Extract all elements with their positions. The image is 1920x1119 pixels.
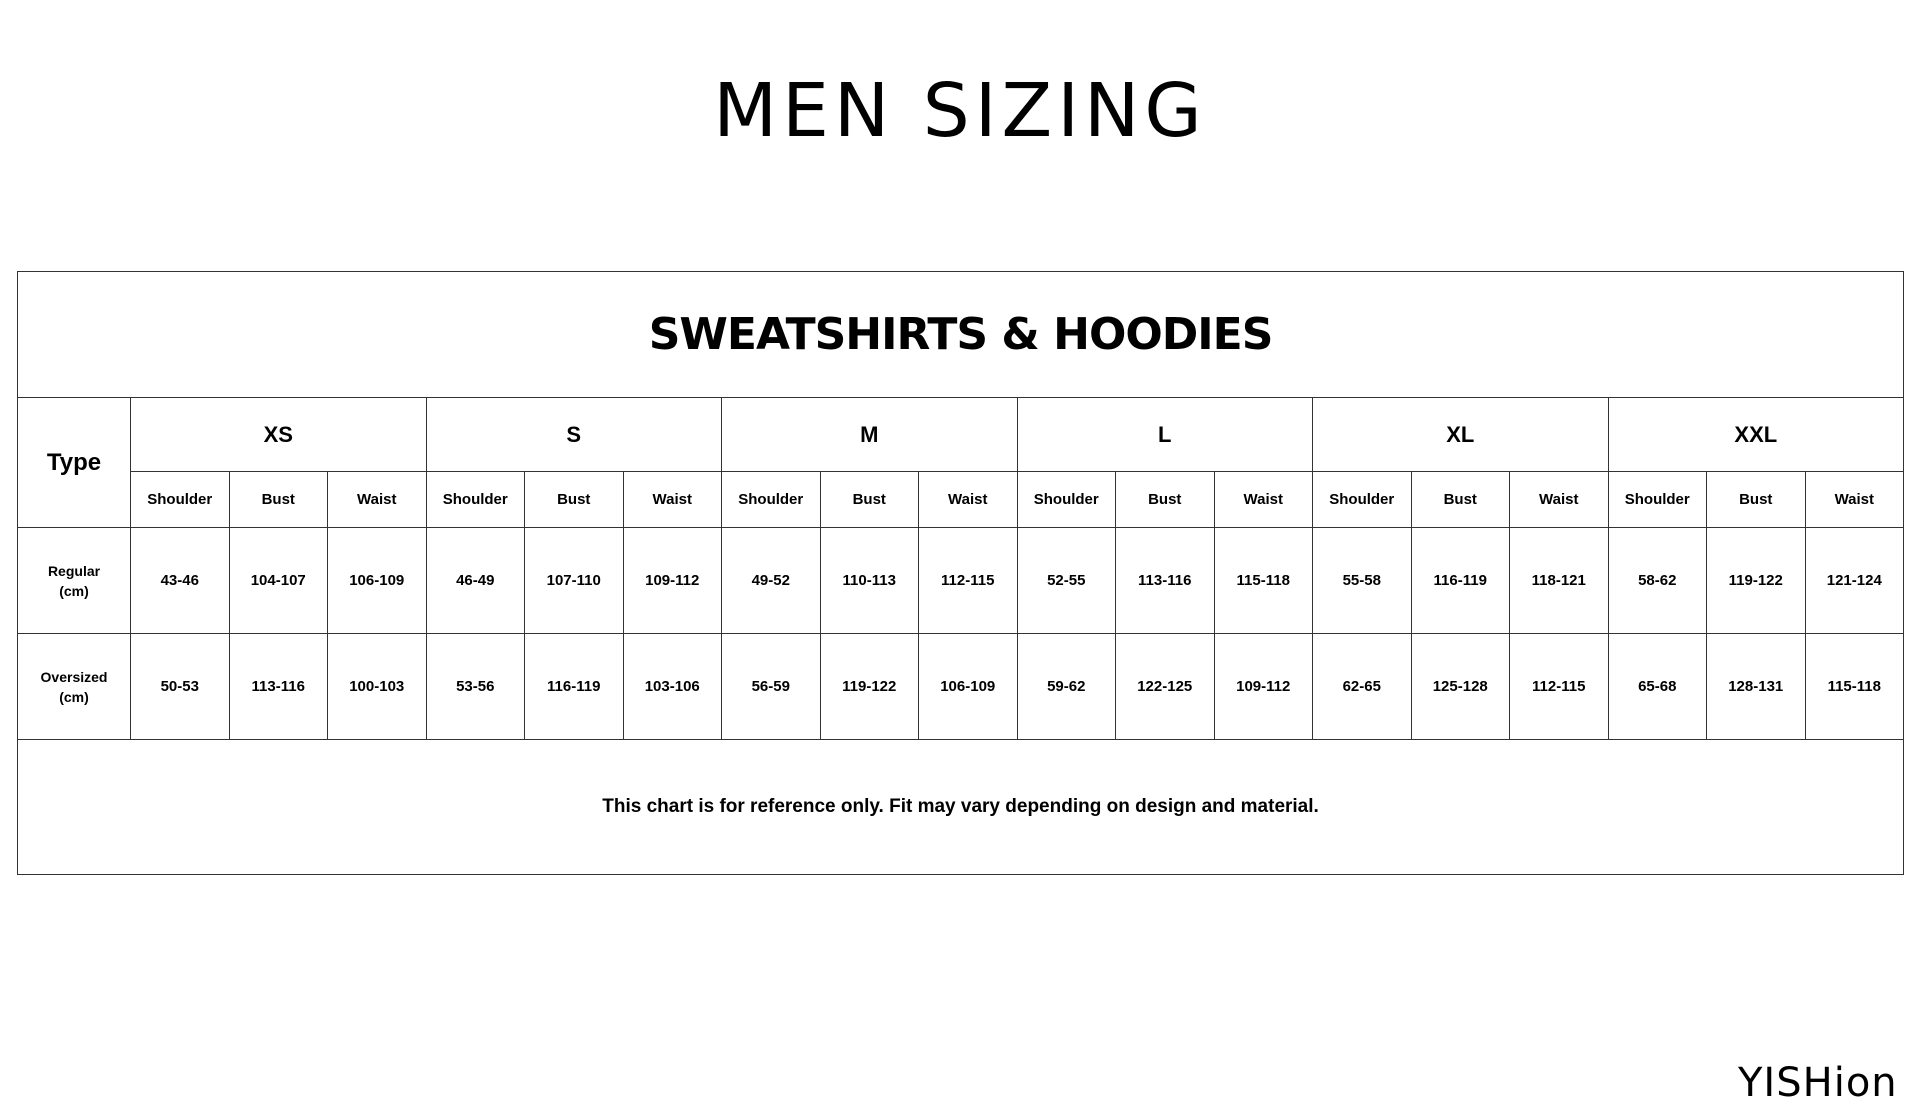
value-cell: 100-103 [327,633,427,740]
value-cell: 106-109 [327,527,427,634]
value-cell: 50-53 [130,633,230,740]
value-cell: 49-52 [721,527,821,634]
value-cell: 106-109 [918,633,1018,740]
value-cell: 121-124 [1804,527,1905,634]
value-cell: 125-128 [1410,633,1510,740]
measure-header-shoulder: Shoulder [1016,471,1116,528]
value-cell: 119-122 [1706,527,1806,634]
measure-header-bust: Bust [1115,471,1215,528]
row-label: Regular (cm) [17,527,131,634]
value-cell: 56-59 [721,633,821,740]
value-cell: 115-118 [1804,633,1905,740]
value-cell: 112-115 [1509,633,1609,740]
value-cell: 113-116 [228,633,328,740]
measure-header-bust: Bust [1410,471,1510,528]
measure-header-bust: Bust [228,471,328,528]
measure-header-shoulder: Shoulder [130,471,230,528]
value-cell: 109-112 [1213,633,1313,740]
measure-header-waist: Waist [327,471,427,528]
footnote-row: This chart is for reference only. Fit ma… [16,739,1905,875]
value-cell: 116-119 [1410,527,1510,634]
value-cell: 110-113 [819,527,919,634]
value-cell: 119-122 [819,633,919,740]
row-label-unit: (cm) [59,582,89,599]
measure-header-shoulder: Shoulder [1312,471,1412,528]
value-cell: 122-125 [1115,633,1215,740]
table-row: Regular (cm) 43-46 104-107 106-109 46-49 107-1… [17,527,1905,634]
value-cell: 128-131 [1706,633,1806,740]
section-title: SWEATSHIRTS & HOODIES [16,271,1905,398]
measure-header-bust: Bust [819,471,919,528]
value-cell: 59-62 [1016,633,1116,740]
size-header-s: S [425,397,722,472]
measure-header-waist: Waist [918,471,1018,528]
measure-header-row: Shoulder Bust Waist Shoulder Bust Waist Should… [18,471,1905,528]
measure-header-shoulder: Shoulder [721,471,821,528]
value-cell: 43-46 [130,527,230,634]
value-cell: 62-65 [1312,633,1412,740]
size-header-l: L [1016,397,1313,472]
type-header: Type [17,397,131,528]
value-cell: 103-106 [622,633,722,740]
row-label-type: Oversized [40,668,108,685]
value-cell: 118-121 [1509,527,1609,634]
row-label-unit: (cm) [59,688,89,705]
row-label-type: Regular [47,562,101,579]
value-cell: 53-56 [425,633,525,740]
value-cell: 115-118 [1213,527,1313,634]
size-header-xxl: XXL [1607,397,1905,472]
measure-header-waist: Waist [1804,471,1905,528]
value-cell: 116-119 [524,633,624,740]
size-header-m: M [721,397,1018,472]
row-label: Oversized (cm) [17,633,131,740]
size-header-row: Type XS S M L XL XXL [17,397,1905,528]
value-cell: 55-58 [1312,527,1412,634]
size-header-xs: XS [130,397,427,472]
value-cell: 107-110 [524,527,624,634]
measure-header-shoulder: Shoulder [1607,471,1707,528]
value-cell: 58-62 [1607,527,1707,634]
measure-header-shoulder: Shoulder [425,471,525,528]
measure-header-waist: Waist [1509,471,1609,528]
value-cell: 104-107 [228,527,328,634]
measure-header-bust: Bust [1706,471,1806,528]
page-title: MEN SIZING [713,68,1207,154]
value-cell: 52-55 [1016,527,1116,634]
size-header-xl: XL [1312,397,1609,472]
value-cell: 112-115 [918,527,1018,634]
value-cell: 46-49 [425,527,525,634]
size-chart-table: SWEATSHIRTS & HOODIES Type XS S M L XL XXL Shou… [16,271,1905,875]
value-cell: 109-112 [622,527,722,634]
brand-logo: YISHion [1738,1060,1898,1106]
measure-header-waist: Waist [622,471,722,528]
table-row: Oversized (cm) 50-53 113-116 100-103 53-56 116… [17,633,1905,740]
footnote: This chart is for reference only. Fit ma… [16,739,1905,875]
measure-header-bust: Bust [524,471,624,528]
value-cell: 65-68 [1607,633,1707,740]
measure-header-waist: Waist [1213,471,1313,528]
value-cell: 113-116 [1115,527,1215,634]
